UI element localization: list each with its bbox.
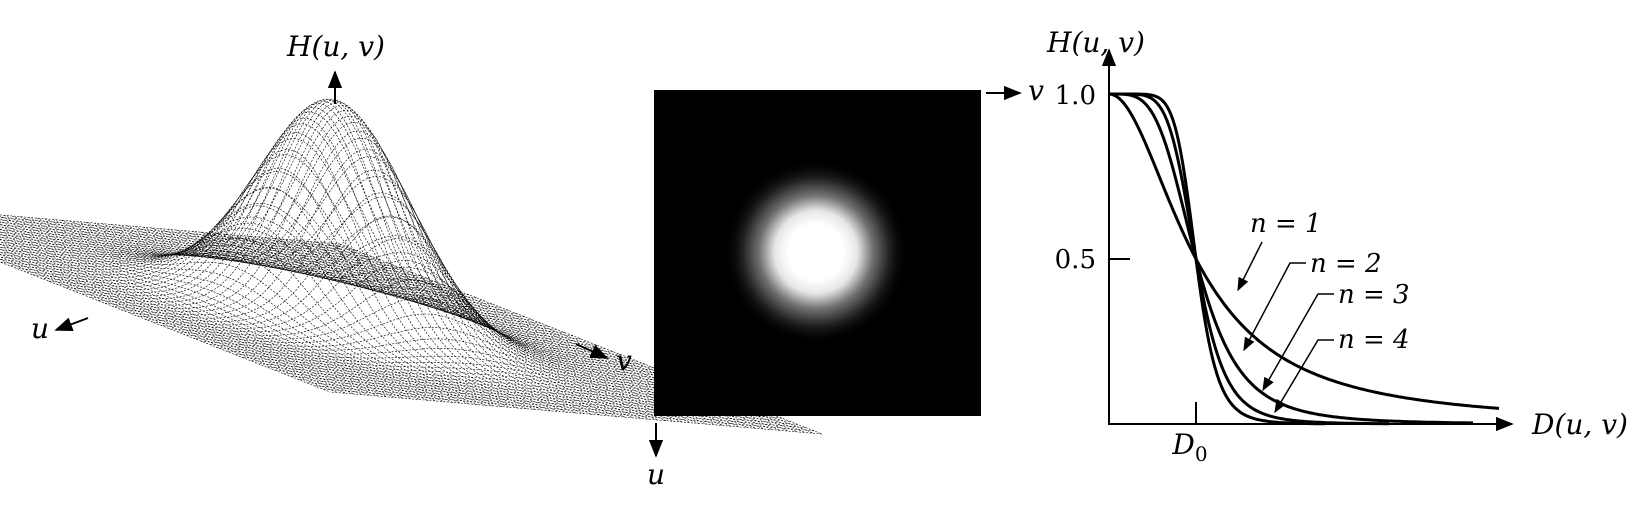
surface-mesh-line: [69, 117, 552, 412]
surface-mesh-line: [249, 236, 732, 427]
image-u-axis: u: [647, 423, 665, 491]
profile-curve-n3: [1109, 92, 1389, 426]
image-v-axis-label: v: [1028, 74, 1044, 107]
surface-mesh-line: [80, 98, 574, 337]
surface-mesh-line: [48, 138, 541, 324]
surface-mesh-line: [153, 238, 646, 365]
surface-mesh-line: [0, 231, 429, 401]
surface-mesh-line: [241, 356, 734, 400]
surface-mesh-line: [110, 109, 593, 415]
surface-mesh-line: [0, 246, 445, 286]
surface-mesh-line: [233, 353, 726, 397]
surface-mesh-line: [313, 385, 806, 428]
surface-mesh-line: [118, 122, 601, 416]
surface-mesh-line: [32, 171, 525, 318]
surface-mesh-line: [201, 338, 694, 384]
profile-y-axis-label: H(u, v): [1046, 26, 1145, 59]
curve-label-n4: n = 4: [1338, 325, 1410, 355]
surface-mesh-line: [0, 251, 363, 396]
surface-mesh-line: [16, 203, 509, 311]
surface-mesh-line: [159, 216, 642, 419]
image-u-axis-label: u: [647, 458, 665, 491]
surface-mesh-line: [0, 261, 331, 393]
surface-mesh-line: [0, 241, 396, 398]
leader-arrow-n3: [1262, 293, 1334, 392]
surface-z-axis: H(u, v): [286, 30, 385, 104]
profile-curve-n1: [1108, 92, 1500, 410]
bright-center-glow: [724, 160, 908, 344]
surface-mesh-line: [175, 229, 659, 421]
curve-label-n3: n = 3: [1338, 280, 1410, 310]
surface-mesh-line: [0, 249, 469, 295]
surface-mesh-line: [0, 259, 339, 393]
surface-mesh-line: [0, 239, 421, 276]
surface-mesh-line: [0, 221, 462, 404]
image-v-axis: v: [986, 74, 1044, 107]
surface-mesh-line: [88, 99, 582, 340]
surface-mesh-line: [0, 256, 347, 394]
surface-mesh-line: [134, 156, 618, 417]
leader-arrow-n2: [1243, 262, 1306, 352]
surface-mesh-line: [3, 215, 486, 406]
profile-curve-n4: [1109, 92, 1325, 426]
curve-label-n1: n = 1: [1250, 209, 1322, 239]
surface-mesh-line: [0, 216, 478, 405]
profile-curve-n2: [1109, 92, 1473, 425]
surface-mesh-line: [329, 391, 823, 435]
ytick-label-05: 0.5: [1055, 245, 1096, 275]
surface-mesh-line: [105, 115, 598, 346]
surface-z-axis-label: H(u, v): [286, 30, 385, 63]
surface-mesh-line: [169, 279, 662, 371]
surface-mesh-line: [0, 223, 454, 403]
surface-mesh-line: [0, 254, 355, 395]
surface-mesh-line: [85, 100, 568, 413]
surface-mesh-line: [185, 313, 678, 378]
cutoff-label: D0: [1171, 428, 1207, 466]
surface-mesh-line: [121, 148, 614, 352]
profile-plot: H(u, v) D(u, v) 1.0 0.5 D0 n = 1 n = 2 n…: [1046, 26, 1628, 466]
surface-mesh-line: [225, 233, 708, 425]
surface-mesh-line: [24, 187, 517, 314]
leader-arrow-n1: [1237, 241, 1263, 292]
surface-mesh-line: [0, 229, 389, 264]
surface-mesh-line: [225, 350, 718, 394]
surface-mesh-line: [0, 241, 429, 280]
surface-mesh-line: [20, 216, 503, 407]
surface-mesh-line: [167, 229, 650, 420]
surface-mesh-line: [0, 246, 380, 397]
surface-mesh-line: [217, 347, 710, 390]
surface-mesh-line: [137, 192, 630, 359]
surface-mesh-line: [143, 176, 626, 418]
surface-mesh-line: [102, 101, 585, 414]
surface-mesh-line: [321, 388, 815, 432]
surface-mesh-line: [208, 232, 691, 424]
surface-mesh-line: [161, 260, 654, 368]
surface-u-axis: u: [31, 312, 89, 345]
surface-u-axis-label: u: [31, 312, 49, 345]
leader-arrow-n4: [1274, 339, 1334, 414]
surface-mesh-line: [193, 327, 686, 381]
surface-mesh-line: [0, 228, 493, 305]
surface-mesh-line: [305, 382, 798, 425]
profile-curves: [1108, 92, 1500, 426]
surface-mesh-line: [0, 219, 357, 251]
filter-image: [654, 90, 981, 416]
surface-mesh-line: [0, 236, 413, 400]
surface-mesh-line: [0, 243, 388, 398]
surface-mesh-line: [0, 234, 405, 270]
surface-mesh-line: [0, 244, 437, 283]
surface-mesh-line: [0, 217, 349, 248]
surface-mesh-line: [44, 167, 527, 410]
surface-mesh-line: [200, 231, 683, 423]
surface-v-axis-label: v: [616, 344, 632, 377]
curve-label-n2: n = 2: [1310, 249, 1382, 279]
profile-x-axis-label: D(u, v): [1531, 408, 1628, 441]
ytick-label-1: 1.0: [1055, 81, 1096, 111]
surface-mesh-line: [52, 149, 536, 410]
surface-mesh-line: [0, 248, 372, 396]
surface-mesh-line: [0, 238, 404, 399]
surface-v-axis: v: [575, 343, 632, 377]
surface-mesh-line: [0, 224, 373, 257]
